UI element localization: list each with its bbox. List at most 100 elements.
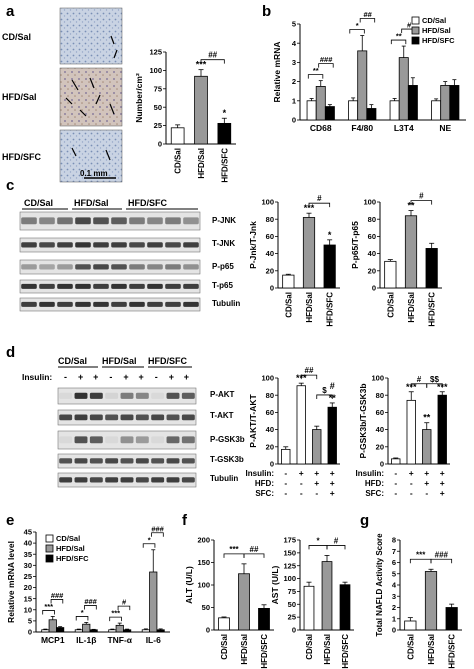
blot-strip xyxy=(19,237,201,253)
blot-band xyxy=(57,217,73,225)
blot-band xyxy=(74,414,88,421)
y-tick-label: 40 xyxy=(266,249,274,258)
y-tick-label: 0 xyxy=(392,626,396,635)
significance-mark: * xyxy=(223,108,227,118)
bar xyxy=(48,619,57,633)
x-tick-label: HFD/Sal xyxy=(407,292,416,323)
blot-strip xyxy=(19,211,201,231)
bar xyxy=(41,629,50,633)
band-label: P-p65 xyxy=(212,262,234,271)
significance-mark: # xyxy=(417,375,422,384)
y-tick-label: 0 xyxy=(372,284,376,293)
blot-band xyxy=(39,217,55,225)
significance-bracket xyxy=(223,553,245,558)
bar xyxy=(258,608,270,631)
condition-label: SFC: xyxy=(255,489,274,498)
y-tick-label: 100 xyxy=(371,374,384,383)
significance-bracket xyxy=(359,18,376,23)
x-tick-label: HFD/SFC xyxy=(428,292,437,327)
arrow-icon-group xyxy=(65,35,118,161)
y-axis-label: ALT (U/L) xyxy=(184,566,194,604)
blot-band xyxy=(57,283,73,289)
significance-mark: # xyxy=(330,381,335,391)
blot-band xyxy=(59,392,73,399)
y-tick-label: 75 xyxy=(288,587,296,596)
panel-a-row-label: HFD/SFC xyxy=(2,152,41,162)
significance-bracket xyxy=(151,532,164,537)
significance-bracket xyxy=(117,605,131,611)
y-tick-label: 3 xyxy=(292,58,296,67)
condition-sign: + xyxy=(424,468,429,478)
panel-a-letter: a xyxy=(6,3,15,20)
y-tick-label: 50 xyxy=(154,103,162,112)
significance-mark: *** xyxy=(304,203,315,213)
y-axis-label: P-Jnk/T-Jnk xyxy=(248,221,258,269)
y-tick-label: 0 xyxy=(28,628,32,637)
significance-mark: ### xyxy=(84,597,97,606)
condition-sign: - xyxy=(300,488,303,498)
y-tick-label: 5 xyxy=(392,569,396,578)
bar xyxy=(238,573,250,631)
bar xyxy=(302,217,316,289)
y-tick-label: 10 xyxy=(24,605,32,614)
blot-band xyxy=(111,264,127,270)
significance-bracket xyxy=(300,374,318,380)
blot-band xyxy=(166,436,180,444)
x-tick-label: L3T4 xyxy=(394,123,414,133)
blot-group-label: CD/Sal xyxy=(58,356,87,366)
blot-band xyxy=(93,301,109,307)
y-tick-label: 50 xyxy=(288,600,296,609)
significance-mark: ## xyxy=(363,10,372,19)
blot-group-label: HFD/Sal xyxy=(102,356,137,366)
panel-a-micrographs: CD/Sal HFD/Sal HFD/SFC 0.1 mm xyxy=(2,7,123,183)
condition-sign: + xyxy=(409,468,414,478)
micrograph-hfd-sal xyxy=(59,67,123,127)
x-tick-label: HFD/Sal xyxy=(305,292,314,323)
y-tick-label: 40 xyxy=(376,425,384,434)
y-tick-label: 100 xyxy=(261,374,274,383)
y-tick-label: 3 xyxy=(392,592,396,601)
y-tick-label: 45 xyxy=(24,528,32,537)
bar xyxy=(384,260,397,289)
blot-band xyxy=(21,217,37,225)
blot-band xyxy=(165,242,181,248)
blot-band xyxy=(75,301,91,307)
y-tick-label: 2 xyxy=(392,603,396,612)
blot-band xyxy=(21,242,37,248)
y-tick-label: 1 xyxy=(392,614,396,623)
y-tick-label: 175 xyxy=(283,536,296,545)
condition-sign: + xyxy=(314,478,319,488)
significance-mark: # xyxy=(122,598,127,607)
y-tick-label: 20 xyxy=(376,442,384,451)
insulin-sign: - xyxy=(109,372,112,382)
blot-band xyxy=(147,301,163,307)
panel-c-letter: c xyxy=(6,177,14,194)
bar xyxy=(306,100,317,121)
condition-sign: - xyxy=(425,488,428,498)
y-axis-label: P-AKT/T-AKT xyxy=(248,394,258,448)
y-tick-label: 80 xyxy=(376,391,384,400)
blot-band xyxy=(105,392,119,399)
blot-band xyxy=(151,477,165,483)
significance-bracket xyxy=(308,202,331,208)
micrograph-hfd-sfc xyxy=(59,129,123,183)
y-tick-label: 60 xyxy=(266,408,274,417)
y-tick-label: 25 xyxy=(288,613,296,622)
bar xyxy=(366,108,377,121)
band-label: P-GSK3b xyxy=(210,435,245,444)
insulin-sign: + xyxy=(138,372,143,382)
legend-swatch xyxy=(45,534,54,543)
bar xyxy=(407,85,418,121)
chart-d1: 020406080100P-AKT/T-AKT*****###$Insulin:… xyxy=(246,366,340,498)
blot-band xyxy=(183,283,199,289)
blot-band xyxy=(74,436,88,444)
significance-bracket xyxy=(430,558,453,564)
y-tick-label: 8 xyxy=(392,536,396,545)
y-axis-label: AST (U/L) xyxy=(270,565,280,604)
bar xyxy=(339,584,351,631)
significance-mark: *** xyxy=(44,602,53,611)
blot-band xyxy=(105,414,119,421)
condition-sign: + xyxy=(330,488,335,498)
chart-c2: 0 20 40 60 80 100 P-p65/T-p65 CD/Sal HFD/Sal HFD/… xyxy=(350,192,442,327)
